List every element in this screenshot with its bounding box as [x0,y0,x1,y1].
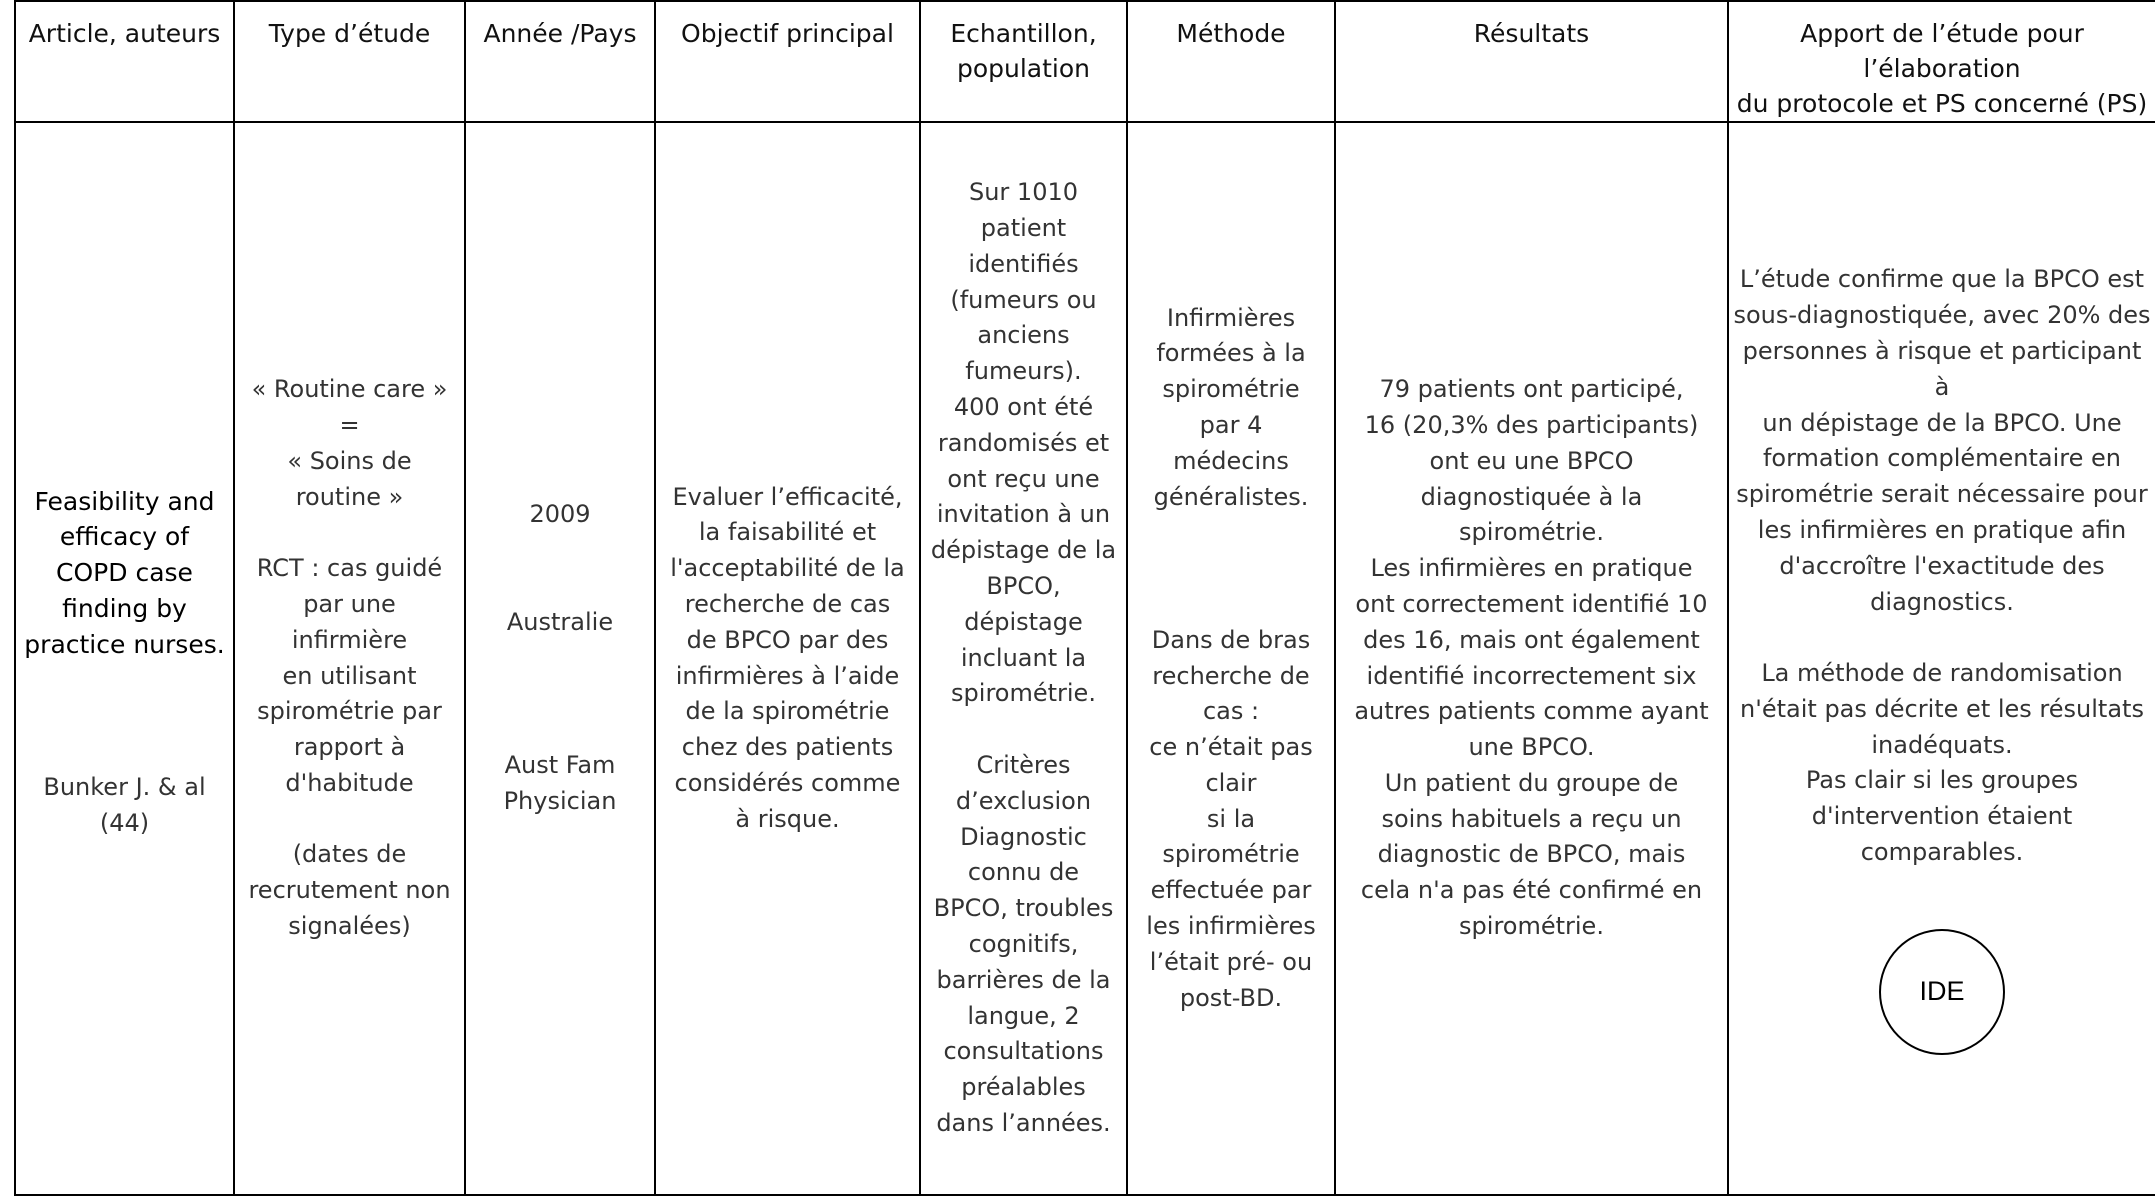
header-sample-population: Echantillon, population [919,0,1128,123]
header-study-type: Type d’étude [233,0,466,123]
table-row: Feasibility and efficacy of COPD case fi… [14,121,2155,1196]
literature-review-table: Article, auteurs Type d’étude Année /Pay… [14,0,2155,1196]
spacer [20,698,229,734]
header-results: Résultats [1334,0,1729,123]
article-title: Feasibility and efficacy of COPD case fi… [24,486,225,659]
contribution-text: L’étude confirme que la BPCO est sous-di… [1733,265,2151,867]
cell-year-country: 2009 Australie Aust Fam Physician [464,121,656,1196]
cell-method: Infirmières formées à la spirométrie par… [1126,121,1336,1196]
cell-sample: Sur 1010 patient identifiés (fumeurs ou … [919,121,1128,1196]
table-header-row: Article, auteurs Type d’étude Année /Pay… [14,0,2155,123]
article-authors: Bunker J. & al (44) [43,772,206,837]
header-method: Méthode [1126,0,1336,123]
header-main-objective: Objectif principal [654,0,921,123]
cell-study-type: « Routine care » = « Soins de routine » … [233,121,466,1196]
cell-objective: Evaluer l’efficacité, la faisabilité et … [654,121,921,1196]
header-article-authors: Article, auteurs [14,0,235,123]
header-year-country: Année /Pays [464,0,656,123]
ide-badge: IDE [1879,928,2005,1055]
header-contribution: Apport de l’étude pour l’élaboration du … [1727,0,2155,123]
cell-results: 79 patients ont participé, 16 (20,3% des… [1334,121,1729,1196]
cell-contribution: L’étude confirme que la BPCO est sous-di… [1727,121,2155,1196]
cell-article: Feasibility and efficacy of COPD case fi… [14,121,235,1196]
